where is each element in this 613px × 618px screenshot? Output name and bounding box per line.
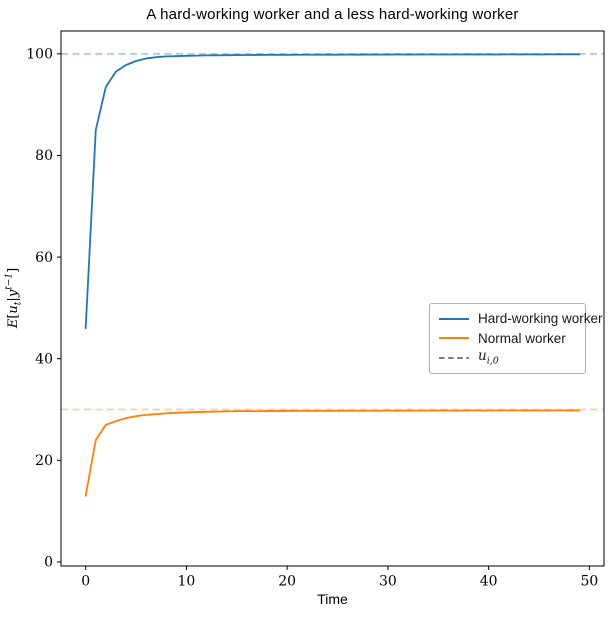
axes-spines: [60, 30, 605, 567]
chart-title: A hard-working worker and a less hard-wo…: [146, 6, 519, 23]
y-tick-label: 60: [35, 250, 53, 266]
x-tick-label: 50: [580, 574, 598, 590]
y-tick-label: 80: [35, 148, 53, 164]
legend-item-initial-value: ui,0: [439, 348, 577, 368]
legend-label: Hard-working worker: [478, 311, 603, 327]
legend-item-normal-worker: Normal worker: [439, 329, 577, 349]
y-tick-label: 20: [35, 453, 53, 469]
x-tick-label: 30: [379, 574, 397, 590]
y-tick-label: 40: [35, 351, 53, 367]
y-axis-label: E[ut|yt−1]: [4, 267, 24, 329]
x-axis-label: Time: [317, 591, 348, 607]
x-tick-label: 10: [178, 574, 196, 590]
x-tick-label: 20: [278, 574, 296, 590]
series-line-normal-worker: [84, 409, 581, 497]
legend-swatch-normal-line: [439, 337, 469, 340]
legend-label-math: ui,0: [478, 348, 499, 368]
legend-swatch-hard-working-line: [439, 317, 469, 320]
y-tick-label: 0: [44, 555, 53, 571]
x-tick-label: 40: [480, 574, 498, 590]
legend-swatch-dashed-line: [439, 356, 469, 359]
legend-label: Normal worker: [478, 330, 566, 346]
legend-item-hard-working-worker: Hard-working worker: [439, 309, 603, 329]
series-line-hard-working-worker: [84, 53, 581, 330]
y-tick-label: 100: [26, 47, 53, 63]
legend: Hard-working worker Normal worker ui,0: [429, 303, 603, 374]
x-tick-label: 0: [81, 574, 90, 590]
